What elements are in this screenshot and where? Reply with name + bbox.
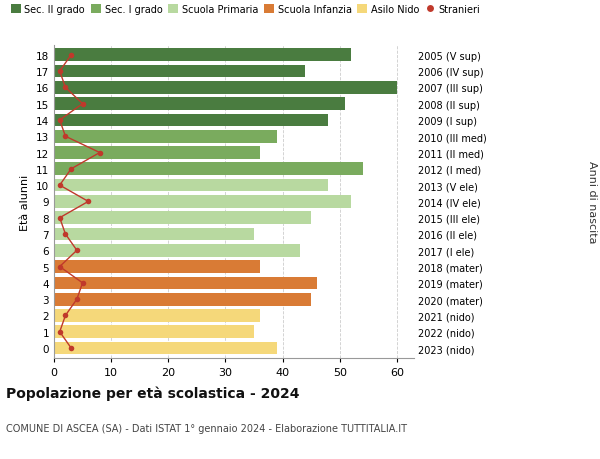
Point [95,150,104,157]
Bar [54,309,260,322]
Point [55,182,65,190]
Point [61,312,70,319]
Point [67,52,76,59]
Point [72,247,82,254]
Bar [54,212,311,224]
Bar [54,342,277,355]
Bar [54,196,351,208]
Bar [54,131,277,143]
Point [83,198,93,206]
Bar [54,179,328,192]
Bar [54,244,300,257]
Point [55,328,65,336]
Y-axis label: Età alunni: Età alunni [20,174,31,230]
Bar [54,49,351,62]
Bar [54,277,317,290]
Bar [54,82,397,95]
Point [61,133,70,140]
Text: Popolazione per età scolastica - 2024: Popolazione per età scolastica - 2024 [6,386,299,400]
Point [72,296,82,303]
Bar [54,228,254,241]
Bar [54,98,346,111]
Point [78,280,88,287]
Point [61,231,70,238]
Point [55,214,65,222]
Point [55,68,65,76]
Bar [54,326,254,338]
Text: COMUNE DI ASCEA (SA) - Dati ISTAT 1° gennaio 2024 - Elaborazione TUTTITALIA.IT: COMUNE DI ASCEA (SA) - Dati ISTAT 1° gen… [6,424,407,433]
Bar [54,147,260,160]
Text: Anni di nascita: Anni di nascita [587,161,597,243]
Point [78,101,88,108]
Point [61,84,70,92]
Bar [54,114,328,127]
Legend: Sec. II grado, Sec. I grado, Scuola Primaria, Scuola Infanzia, Asilo Nido, Stran: Sec. II grado, Sec. I grado, Scuola Prim… [11,5,481,15]
Bar [54,66,305,78]
Bar [54,261,260,273]
Point [67,166,76,173]
Point [67,345,76,352]
Bar [54,293,311,306]
Point [55,117,65,124]
Point [55,263,65,271]
Bar [54,163,362,176]
